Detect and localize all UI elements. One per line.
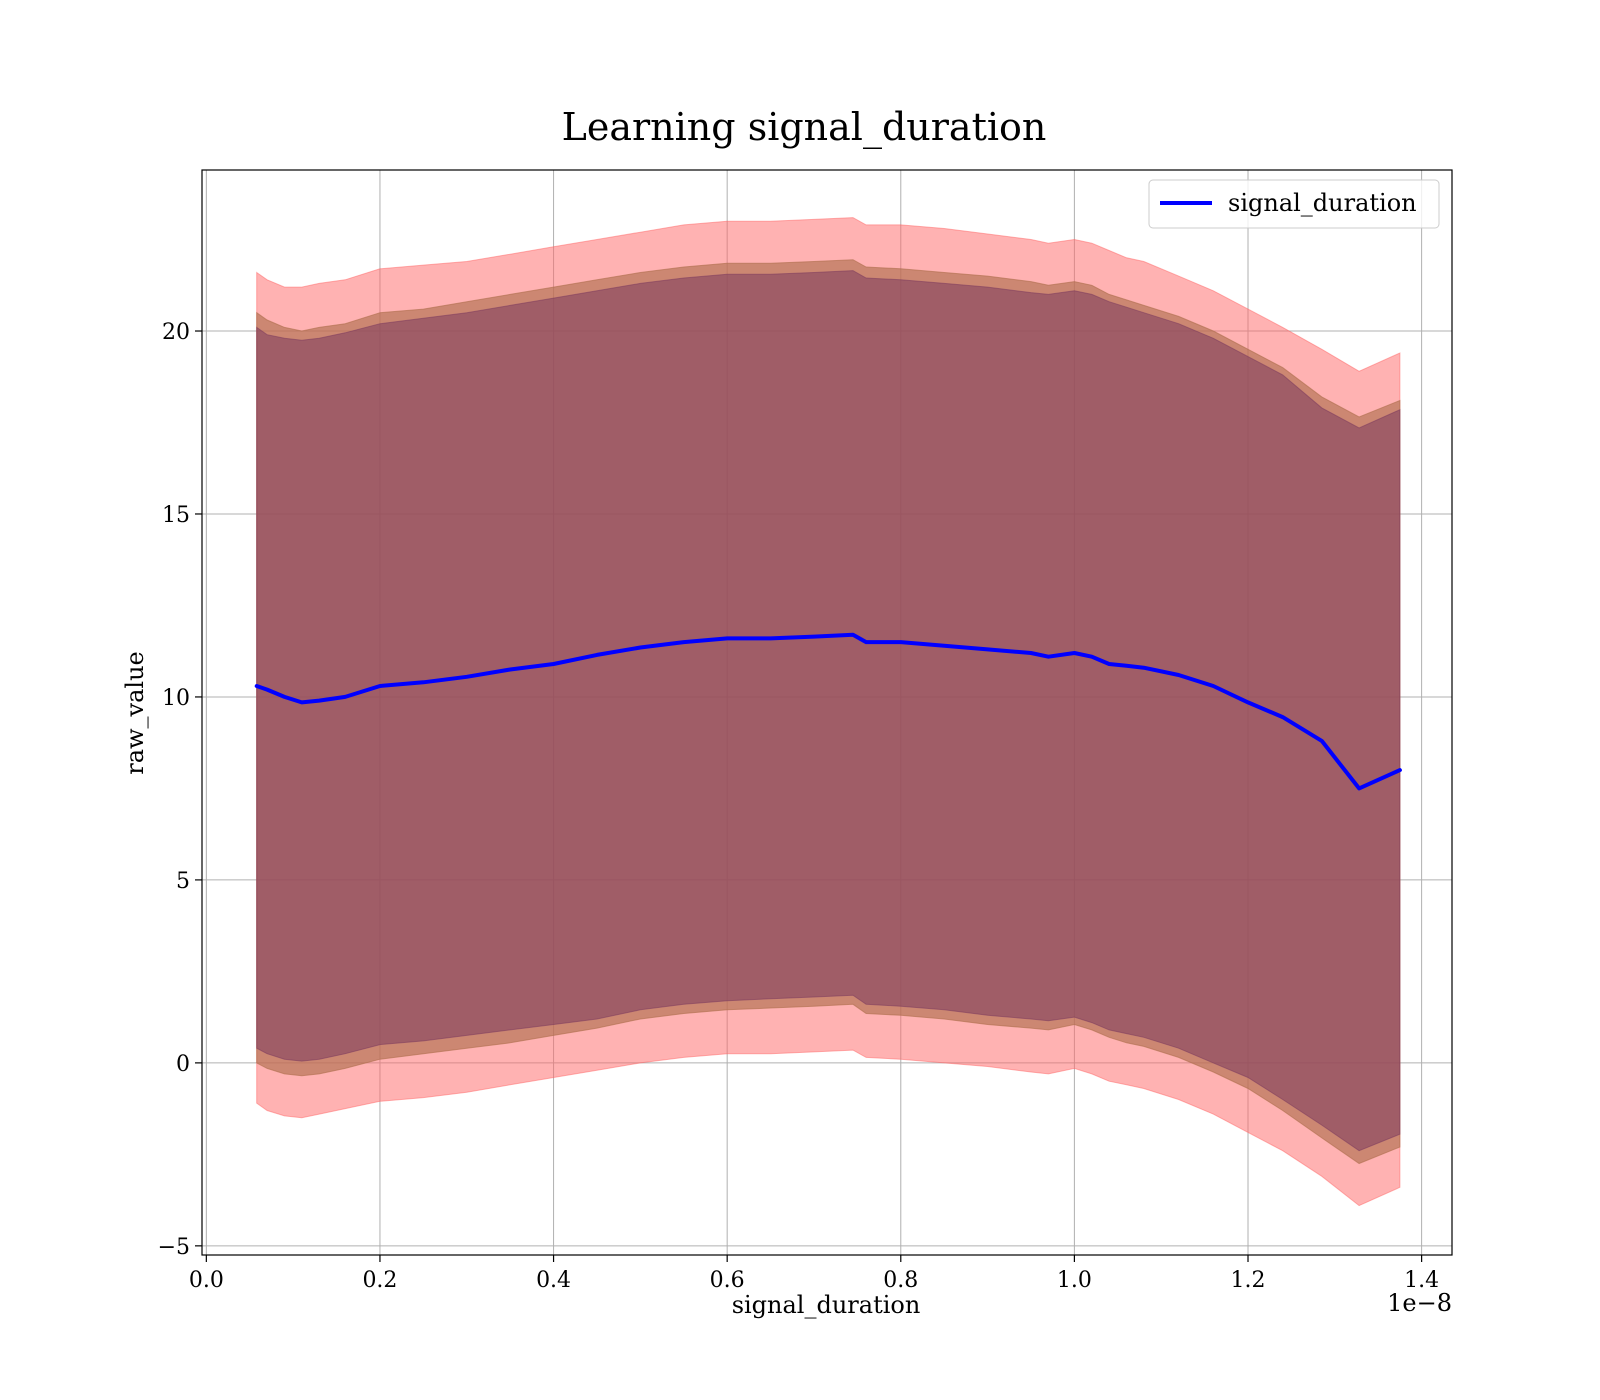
x-axis-ticks: 0.0 0.2 0.4 0.6 0.8 1.0 1.2 1.4 bbox=[189, 1255, 1439, 1293]
plot-frame bbox=[201, 169, 1453, 1256]
x-tick-label: 1.0 bbox=[1057, 1268, 1092, 1293]
y-axis-label: raw_value bbox=[121, 651, 149, 775]
y-tick-label: −5 bbox=[158, 1235, 190, 1260]
x-tick-label: 0.6 bbox=[710, 1268, 745, 1293]
x-tick-label: 0.0 bbox=[189, 1268, 224, 1293]
y-tick-label: 15 bbox=[162, 503, 190, 528]
legend-box bbox=[1148, 179, 1440, 229]
y-axis-ticks: −5 0 5 10 15 20 bbox=[158, 320, 202, 1260]
x-tick-label: 0.8 bbox=[883, 1268, 918, 1293]
x-tick-label: 0.2 bbox=[362, 1268, 397, 1293]
confidence-band-3 bbox=[256, 270, 1401, 1152]
y-tick-label: 20 bbox=[162, 320, 190, 345]
x-offset-label: 1e−8 bbox=[1387, 1289, 1452, 1317]
series-line-signal_duration bbox=[254, 632, 1402, 791]
x-axis-label: signal_duration bbox=[732, 1291, 921, 1319]
x-tick-label: 1.2 bbox=[1231, 1268, 1266, 1293]
bands bbox=[256, 217, 1401, 1207]
chart-title: Learning signal_duration bbox=[562, 105, 1047, 150]
x-tick-label: 1.4 bbox=[1404, 1268, 1439, 1293]
y-tick-label: 10 bbox=[162, 686, 190, 711]
legend-label: signal_duration bbox=[1228, 189, 1417, 217]
legend: signal_duration bbox=[1148, 179, 1440, 229]
series-lines bbox=[254, 632, 1402, 791]
y-tick-label: 5 bbox=[176, 869, 190, 894]
y-tick-label: 0 bbox=[176, 1052, 190, 1077]
x-tick-label: 0.4 bbox=[536, 1268, 571, 1293]
